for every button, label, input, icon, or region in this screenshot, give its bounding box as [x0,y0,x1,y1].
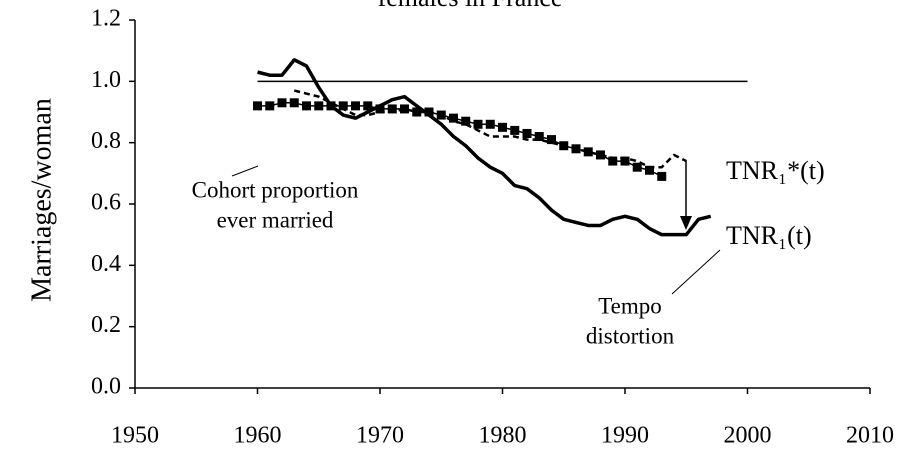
marker [277,98,287,108]
marker [583,147,593,157]
marker [522,128,532,138]
annotation: Cohort proportion [192,177,359,202]
marker [461,116,471,126]
annotation: distortion [586,323,675,348]
marker [253,101,262,111]
y-tick-label: 0.6 [91,190,121,216]
marker [436,110,446,120]
x-tick-label: 1980 [479,423,527,449]
marker [608,156,618,166]
marker [314,101,324,111]
annotation: ever married [217,207,334,232]
x-tick-label: 1990 [601,423,649,449]
y-tick-label: 0.8 [91,128,121,154]
chart-title: females in France [378,0,563,12]
marker [351,101,360,111]
x-tick-label: 1950 [111,423,159,449]
marker [485,119,495,129]
marker [302,101,311,111]
marker [289,98,299,108]
x-tick-label: 2000 [724,423,772,449]
y-tick-label: 1.2 [91,6,121,32]
y-tick-label: 0.4 [91,251,121,277]
marker [632,162,642,172]
marker [596,150,605,160]
marker [498,122,507,132]
marker [326,101,336,111]
marker [424,107,434,117]
marker [412,107,422,117]
marker [657,171,667,181]
series-label: TNR₁(t) [726,221,812,250]
y-axis-title: Marriages/woman [26,98,57,302]
marker [363,101,373,111]
line [257,102,663,178]
marker [559,141,569,151]
x-tick-label: 2010 [846,423,894,449]
marker [473,119,483,129]
y-tick-label: 0.2 [91,312,121,338]
marker [449,113,458,123]
series-label: TNR₁*(t) [726,156,825,185]
marker [387,104,397,114]
marker [571,144,581,154]
marker [400,104,409,114]
marker [338,101,348,111]
marker [620,156,630,166]
leader-line [231,165,259,177]
marker [645,165,654,175]
leader-line [671,249,721,295]
x-tick-label: 1970 [356,423,404,449]
y-tick-label: 0.0 [91,374,121,400]
arrow-head [680,216,692,230]
marker [510,125,520,135]
annotation: Tempo [598,293,662,318]
marker [265,101,275,111]
x-tick-label: 1960 [234,423,282,449]
marker [547,135,556,145]
marker [534,132,544,142]
y-tick-label: 1.0 [91,67,121,93]
marker [375,104,385,114]
